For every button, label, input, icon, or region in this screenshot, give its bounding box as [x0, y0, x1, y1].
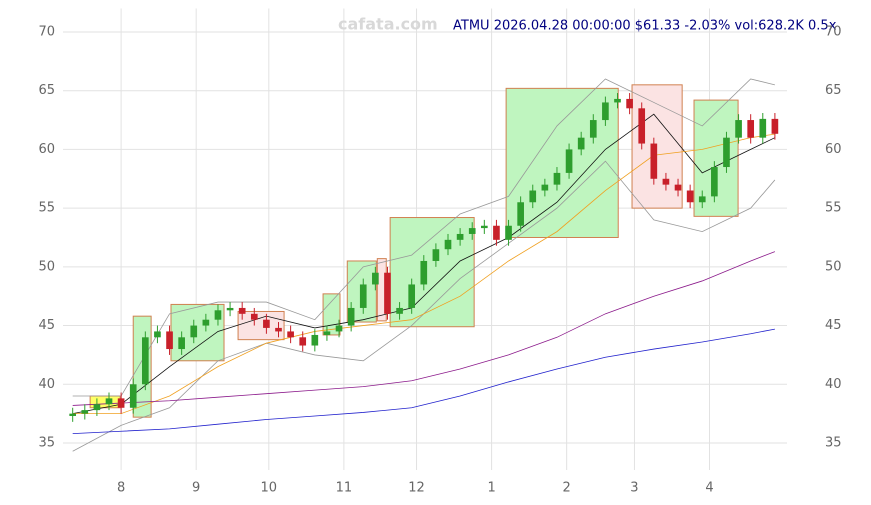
candle-body	[238, 307, 246, 314]
candle-body	[565, 149, 573, 173]
boxes	[89, 84, 739, 418]
candles	[69, 93, 779, 422]
x-tick-label: 3	[630, 481, 638, 496]
chart-title: ATMU 2026.04.28 00:00:00 $61.33 -2.03% v…	[453, 19, 837, 34]
candle-body	[747, 120, 755, 138]
candle-body	[287, 331, 294, 338]
y-tick-label: 50	[38, 259, 55, 274]
indicator-line	[72, 133, 775, 415]
lines	[72, 78, 776, 452]
candle-body	[614, 98, 621, 103]
x-tick-label: 4	[705, 481, 713, 496]
indicator-line	[72, 328, 775, 434]
candle-body	[589, 120, 597, 138]
candle-body	[81, 410, 89, 414]
y-tick-label: 45	[825, 318, 842, 333]
x-tick-label: 2	[563, 481, 571, 496]
candle-body	[505, 225, 512, 240]
candle-body	[323, 331, 331, 335]
y-tick-label: 50	[825, 259, 842, 274]
candle-body	[408, 284, 416, 308]
candle-body	[117, 398, 125, 408]
y-tick-label: 55	[825, 201, 842, 216]
range-box	[237, 310, 285, 341]
candle-body	[359, 284, 367, 308]
candle-body	[577, 137, 585, 150]
candle-body	[93, 404, 101, 411]
candle-body	[105, 398, 113, 405]
candle-body	[444, 239, 452, 250]
candle-body	[759, 118, 767, 138]
candle-body	[311, 334, 319, 346]
candle-body	[347, 307, 355, 326]
candle-body	[493, 225, 500, 240]
indicator-line	[72, 251, 776, 406]
candle-body	[711, 167, 718, 197]
y-tick-label: 70	[38, 24, 55, 39]
candle-body	[468, 228, 476, 234]
y-tick-label: 35	[825, 435, 842, 450]
candle-body	[686, 190, 694, 203]
candle-body	[553, 172, 561, 185]
indicator-line	[72, 160, 776, 452]
x-tick-label: 8	[117, 481, 125, 496]
candle-body	[129, 384, 137, 408]
candle-body	[69, 413, 77, 416]
y-tick-label: 45	[38, 318, 55, 333]
y-tick-label: 55	[38, 201, 55, 216]
x-tick-label: 9	[192, 481, 200, 496]
candle-body	[141, 337, 149, 385]
indicator-line	[72, 113, 776, 415]
y-tick-label: 60	[38, 142, 55, 157]
candle-body	[335, 325, 343, 332]
x-tick-label: 1	[487, 481, 495, 496]
candle-body	[250, 313, 258, 320]
candle-body	[202, 319, 210, 326]
candle-body	[771, 118, 779, 134]
candle-body	[529, 190, 537, 203]
candle-body	[602, 102, 609, 121]
candle-body	[420, 260, 428, 285]
candle-body	[299, 337, 307, 346]
candle-body	[698, 196, 706, 203]
candle-body	[541, 184, 549, 191]
candle-body	[190, 325, 198, 338]
candle-body	[372, 272, 379, 285]
x-tick-label: 10	[261, 481, 278, 496]
candle-body	[735, 120, 742, 138]
y-tick-label: 40	[38, 377, 55, 392]
candle-body	[723, 137, 730, 168]
candle-body	[154, 331, 161, 338]
candle-body	[662, 178, 670, 185]
watermark: cafata.com	[338, 15, 438, 34]
range-box	[505, 87, 619, 238]
candle-body	[166, 331, 173, 350]
candle-body	[638, 108, 646, 144]
y-tick-label: 65	[38, 83, 55, 98]
x-tick-label: 12	[408, 481, 425, 496]
y-tick-label: 70	[825, 24, 842, 39]
y-tick-label: 60	[825, 142, 842, 157]
candle-body	[456, 233, 464, 240]
indicator-line	[72, 78, 775, 397]
candle-body	[432, 249, 440, 261]
candle-body	[517, 202, 524, 226]
candle-body	[396, 307, 403, 314]
candle-body	[674, 184, 682, 191]
y-tick-label: 35	[38, 435, 55, 450]
candle-body	[178, 337, 185, 350]
candle-body	[263, 319, 270, 328]
candle-body	[384, 272, 391, 314]
y-tick-label: 65	[825, 83, 842, 98]
candle-body	[226, 307, 234, 311]
candle-body	[480, 225, 488, 229]
y-tick-label: 40	[825, 377, 842, 392]
candle-body	[626, 98, 633, 109]
candle-body	[214, 310, 222, 320]
candle-body	[650, 143, 658, 179]
x-tick-label: 11	[336, 481, 353, 496]
candle-body	[275, 327, 282, 332]
